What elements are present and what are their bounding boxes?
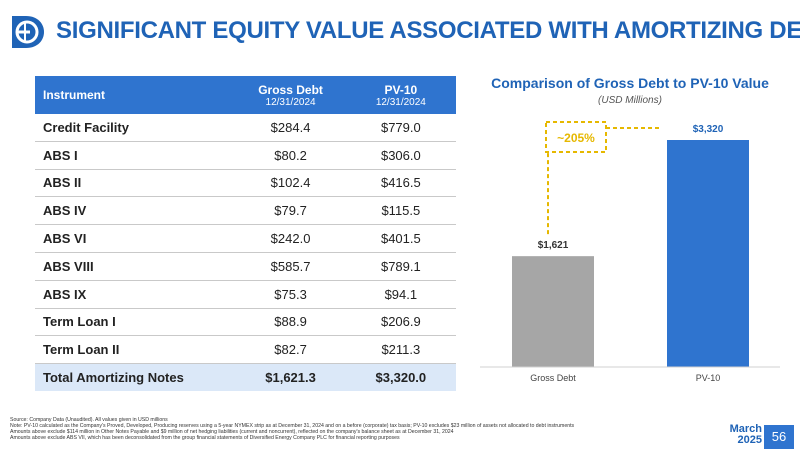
header-pv10: PV-10 12/31/2024 — [345, 76, 456, 114]
debt-table: Instrument Gross Debt 12/31/2024 PV-10 1… — [35, 76, 456, 391]
bar-gross-debt — [512, 256, 594, 367]
table-row: Credit Facility $284.4 $779.0 — [35, 114, 456, 142]
annotation-box — [545, 121, 607, 153]
row-gross-debt: $585.7 — [235, 252, 346, 281]
row-pv10: $211.3 — [345, 335, 456, 365]
data-label: $1,621 — [538, 240, 569, 251]
x-tick-label: PV-10 — [696, 373, 721, 383]
footnote-source: Source: Company Data (Unaudited). All va… — [10, 417, 168, 423]
data-label: $3,320 — [693, 124, 724, 135]
header-gross-debt: Gross Debt 12/31/2024 — [235, 76, 346, 114]
row-gross-debt: $88.9 — [235, 308, 346, 337]
table-row: ABS VIII $585.7 $789.1 — [35, 252, 456, 281]
table-row: ABS I $80.2 $306.0 — [35, 141, 456, 170]
header-instrument: Instrument — [35, 76, 236, 114]
table-total-row: Total Amortizing Notes $1,621.3 $3,320.0 — [35, 363, 456, 391]
row-pv10: $401.5 — [345, 224, 456, 253]
row-pv10: $115.5 — [345, 196, 456, 226]
header-pv10-label: PV-10 — [384, 82, 418, 97]
header-pv10-date: 12/31/2024 — [375, 96, 426, 108]
table-row: ABS II $102.4 $416.5 — [35, 169, 456, 198]
table-row: ABS IV $79.7 $115.5 — [35, 196, 456, 226]
footnotes: Source: Company Data (Unaudited). All va… — [10, 417, 710, 441]
table-row: ABS VI $242.0 $401.5 — [35, 224, 456, 253]
row-instrument: Term Loan II — [35, 335, 236, 365]
row-instrument: ABS II — [35, 169, 236, 198]
row-instrument: ABS I — [35, 141, 236, 170]
row-instrument: ABS VI — [35, 224, 236, 253]
row-gross-debt: $102.4 — [235, 169, 346, 198]
row-instrument: ABS IV — [35, 196, 236, 226]
row-pv10: $206.9 — [345, 308, 456, 337]
total-label: Total Amortizing Notes — [35, 363, 236, 391]
header-gross-debt-label: Gross Debt — [258, 82, 323, 97]
row-gross-debt: $242.0 — [235, 224, 346, 253]
footnote-deconsolidation: Amounts above exclude ABS VII, which has… — [10, 435, 400, 441]
row-instrument: Term Loan I — [35, 308, 236, 337]
row-pv10: $306.0 — [345, 141, 456, 170]
bar-pv-10 — [667, 140, 749, 367]
date-year: 2025 — [737, 434, 762, 446]
table-row: Term Loan I $88.9 $206.9 — [35, 308, 456, 337]
footnote-exclusions: Amounts above exclude $114 million in Ot… — [10, 429, 454, 435]
row-instrument: ABS IX — [35, 280, 236, 309]
row-pv10: $779.0 — [345, 114, 456, 142]
company-logo — [12, 16, 44, 48]
row-instrument: Credit Facility — [35, 114, 236, 142]
row-gross-debt: $75.3 — [235, 280, 346, 309]
table-header-row: Instrument Gross Debt 12/31/2024 PV-10 1… — [35, 76, 456, 114]
page-title: SIGNIFICANT EQUITY VALUE ASSOCIATED WITH… — [56, 17, 800, 44]
row-gross-debt: $80.2 — [235, 141, 346, 170]
row-pv10: $94.1 — [345, 280, 456, 309]
bar-chart: $1,621 Gross Debt $3,320 PV-10 ~205% — [480, 121, 780, 383]
presentation-date: March 2025 — [722, 424, 762, 446]
chart-title: Comparison of Gross Debt to PV-10 Value — [491, 75, 769, 91]
row-pv10: $416.5 — [345, 169, 456, 198]
total-pv10: $3,320.0 — [345, 363, 456, 391]
row-instrument: ABS VIII — [35, 252, 236, 281]
row-gross-debt: $284.4 — [235, 114, 346, 142]
table-row: ABS IX $75.3 $94.1 — [35, 280, 456, 309]
chart-subtitle: (USD Millions) — [598, 95, 662, 106]
annotation-label: ~205% — [557, 131, 595, 145]
date-month: March — [729, 423, 762, 435]
row-gross-debt: $79.7 — [235, 196, 346, 226]
row-pv10: $789.1 — [345, 252, 456, 281]
total-gross-debt: $1,621.3 — [235, 363, 346, 391]
x-tick-label: Gross Debt — [530, 373, 576, 383]
header-gross-debt-date: 12/31/2024 — [265, 96, 316, 108]
row-gross-debt: $82.7 — [235, 335, 346, 365]
table-row: Term Loan II $82.7 $211.3 — [35, 335, 456, 365]
footnote-note: Note: PV-10 calculated as the Company's … — [10, 423, 575, 429]
page-number: 56 — [764, 425, 794, 449]
